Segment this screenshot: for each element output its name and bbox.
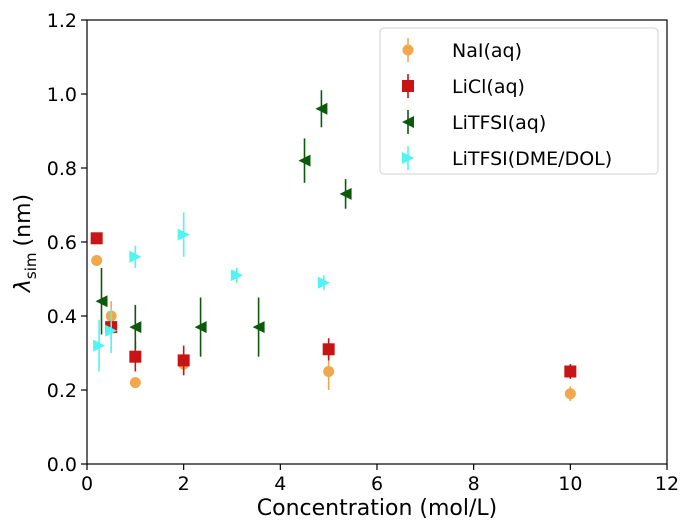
y-axis-label: λsim (nm) <box>11 194 40 293</box>
data-point <box>129 350 142 363</box>
data-point <box>129 250 142 263</box>
y-axis-label-unit: (nm) <box>11 194 36 247</box>
legend-label: LiTFSI(DME/DOL) <box>452 148 612 170</box>
data-point <box>129 377 141 389</box>
y-axis-label-subscript: sim <box>22 252 40 279</box>
legend-box <box>379 27 659 175</box>
plot-marks <box>90 90 577 402</box>
data-point <box>298 154 311 167</box>
data-point <box>129 321 142 334</box>
data-point <box>252 321 265 334</box>
legend-label: NaI(aq) <box>452 40 522 62</box>
series-square <box>90 232 577 379</box>
x-axis-ticks: 0 2 4 6 8 10 12 <box>81 464 679 495</box>
y-tick-label: 0.2 <box>47 380 77 402</box>
data-point <box>105 324 118 337</box>
x-tick-label: 8 <box>468 473 480 495</box>
data-point <box>564 388 576 400</box>
data-point <box>323 366 335 377</box>
data-point <box>91 255 103 266</box>
x-tick-label: 6 <box>371 473 383 495</box>
y-tick-label: 0.4 <box>47 306 77 328</box>
legend: NaI(aq) LiCl(aq) LiTFSI(aq) LiTFSI(DME/DOL) <box>379 27 659 175</box>
data-point <box>93 339 106 352</box>
data-point <box>317 276 330 289</box>
data-point <box>90 232 103 245</box>
y-tick-label: 0.8 <box>47 158 77 180</box>
data-point <box>230 269 243 282</box>
series-triangle-left <box>95 90 352 357</box>
data-point <box>564 365 577 378</box>
legend-label: LiCl(aq) <box>452 76 525 98</box>
y-axis-ticks: 0.0 0.2 0.4 0.6 0.8 1.0 1.2 <box>47 10 87 476</box>
x-tick-label: 4 <box>274 473 286 495</box>
y-tick-label: 1.2 <box>47 10 77 32</box>
data-point <box>315 102 328 115</box>
legend-marker <box>402 152 414 164</box>
data-point <box>177 354 190 367</box>
x-tick-label: 10 <box>558 473 582 495</box>
legend-label: LiTFSI(aq) <box>452 112 546 134</box>
data-point <box>95 295 108 308</box>
data-point <box>322 343 335 356</box>
data-point <box>177 228 190 241</box>
x-tick-label: 0 <box>81 473 93 495</box>
data-point <box>194 321 207 334</box>
x-axis-label: Concentration (mol/L) <box>257 496 497 521</box>
y-tick-label: 0.6 <box>47 232 77 254</box>
x-tick-label: 12 <box>655 473 679 495</box>
y-axis-label-symbol: λ <box>11 279 36 293</box>
legend-marker <box>402 44 414 56</box>
y-tick-label: 0.0 <box>47 454 77 476</box>
y-tick-label: 1.0 <box>47 84 77 106</box>
legend-marker <box>402 80 414 92</box>
legend-marker <box>402 116 414 128</box>
x-tick-label: 2 <box>178 473 190 495</box>
series-triangle-right <box>93 212 330 372</box>
series-circle <box>91 255 576 402</box>
data-point <box>339 187 352 200</box>
